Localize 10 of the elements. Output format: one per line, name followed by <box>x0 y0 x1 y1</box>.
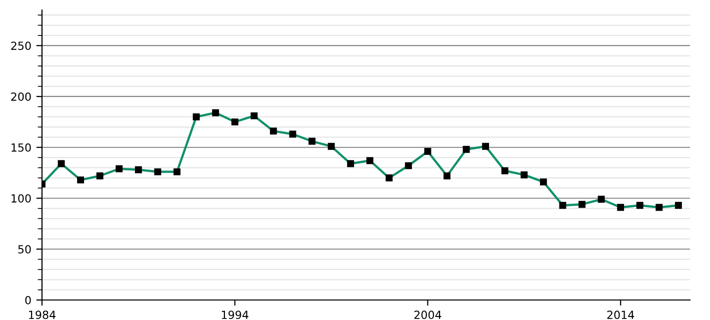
y-tick-label: 200 <box>11 92 31 101</box>
y-tick-label: 250 <box>11 42 31 50</box>
x-tick-label: 1994 <box>222 310 248 320</box>
y-tick-label: 50 <box>18 245 31 254</box>
x-tick-label: 2004 <box>414 310 442 320</box>
y-tick-label: 100 <box>12 194 31 203</box>
y-tick-label: 0 <box>25 296 31 304</box>
x-tick-label: 1984 <box>29 310 56 320</box>
x-tick-label: 2014 <box>607 310 634 320</box>
y-tick-label: 150 <box>12 143 31 152</box>
